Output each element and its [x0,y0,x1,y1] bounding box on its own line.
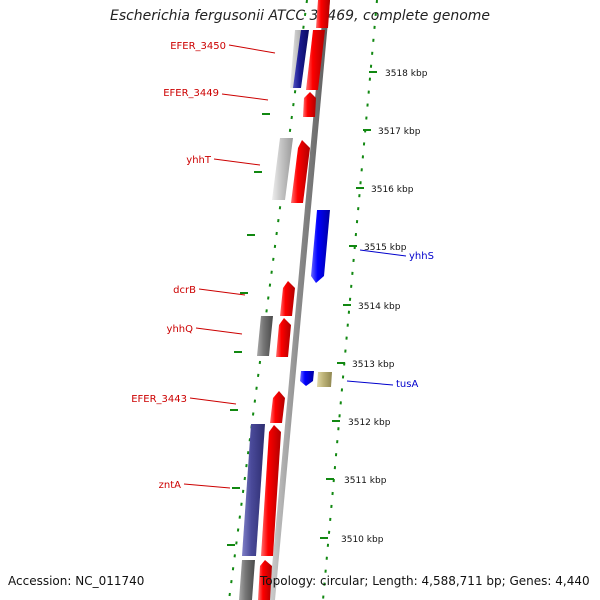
scale-label-3518: 3518 kbp [385,69,428,79]
gene-efer3450-red[interactable] [306,30,325,90]
gene-efer3443-red[interactable] [270,391,285,423]
label-znta[interactable]: zntA [159,480,231,491]
label-efer3449[interactable]: EFER_3449 [163,88,269,101]
scale-tick-3516: 3516 kbp [356,185,414,195]
gene-bottom-gray[interactable] [239,560,255,600]
label-yhhq[interactable]: yhhQ [167,324,243,335]
scale-tick-3515: 3515 kbp [349,243,407,253]
gene-yhht-lightgray[interactable] [272,138,293,200]
gene-yhhq-gray[interactable] [257,316,273,356]
scale-tick-3511: 3511 kbp [326,476,387,486]
scale-label-3516: 3516 kbp [371,185,414,195]
topology-text: Topology: circular; Length: 4,588,711 bp… [260,574,590,588]
scale-label-3511: 3511 kbp [344,476,387,486]
left-ticks [227,113,270,546]
gene-bottom-red[interactable] [258,560,272,600]
label-tusa[interactable]: tusA [346,379,418,390]
label-efer3450[interactable]: EFER_3450 [170,41,276,54]
genome-backbone [269,0,330,600]
scale-label-3514: 3514 kbp [358,302,401,312]
scale-tick-3517: 3517 kbp [363,127,421,137]
scale-label-3515: 3515 kbp [364,243,407,253]
label-yhht[interactable]: yhhT [186,155,261,166]
svg-text:dcrB: dcrB [173,285,196,296]
svg-text:EFER_3449: EFER_3449 [163,88,219,99]
gene-efer3450-darkblue[interactable] [293,30,309,88]
label-yhhs[interactable]: yhhS [359,249,434,262]
scale-tick-3510: 3510 kbp [320,535,384,545]
gene-top-red[interactable] [316,0,330,28]
svg-text:zntA: zntA [159,480,182,491]
gene-znta-red[interactable] [261,425,281,556]
gene-yhhq-red[interactable] [276,318,291,357]
svg-text:tusA: tusA [396,379,418,390]
gene-znta-slate[interactable] [242,424,265,556]
gene-dcrb-red[interactable] [280,281,295,316]
scale-label-3510: 3510 kbp [341,535,384,545]
svg-text:EFER_3450: EFER_3450 [170,41,226,52]
gene-tusa-blue[interactable] [300,371,314,386]
label-efer3443[interactable]: EFER_3443 [131,394,237,405]
right-dotted-boundary [322,0,378,600]
scale-tick-3513: 3513 kbp [337,360,395,370]
svg-text:EFER_3443: EFER_3443 [131,394,187,405]
svg-text:yhhT: yhhT [186,155,212,166]
scale-label-3517: 3517 kbp [378,127,421,137]
svg-text:yhhQ: yhhQ [167,324,194,335]
map-title: Escherichia fergusonii ATCC 35469, compl… [109,8,491,24]
gene-tusa-khaki[interactable] [317,372,332,387]
scale-tick-3514: 3514 kbp [343,302,401,312]
scale-tick-3512: 3512 kbp [332,418,391,428]
scale-tick-3518: 3518 kbp [369,69,428,79]
label-dcrb[interactable]: dcrB [173,285,246,296]
gene-efer3449-red[interactable] [303,92,316,117]
accession-text: Accession: NC_011740 [8,574,145,588]
svg-text:yhhS: yhhS [409,251,434,262]
gene-yhht-red[interactable] [291,140,310,203]
gene-yhhs-blue[interactable] [311,210,330,283]
scale-label-3513: 3513 kbp [352,360,395,370]
scale-label-3512: 3512 kbp [348,418,391,428]
